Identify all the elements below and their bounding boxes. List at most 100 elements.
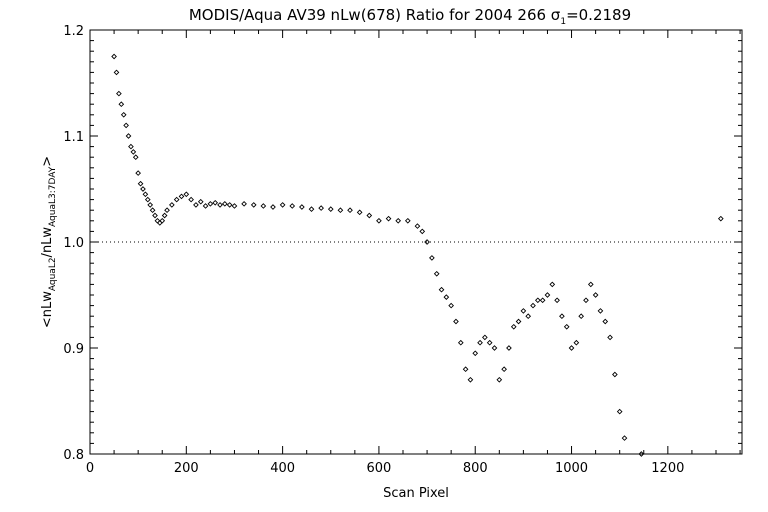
data-point [559, 313, 565, 320]
data-point [433, 270, 440, 277]
chart-title: MODIS/Aqua AV39 nLw(678) Ratio for 2004 … [189, 6, 631, 27]
data-point [140, 186, 146, 192]
x-tick-label: 1200 [651, 461, 684, 476]
data-point [462, 366, 469, 373]
data-point [443, 294, 450, 300]
data-point [207, 201, 214, 207]
data-point [178, 193, 185, 200]
data-point [429, 255, 435, 261]
y-axis-label: <nLwAquaL2/nLwAquaL3:7DAY> [40, 156, 58, 328]
data-point [279, 202, 286, 208]
data-point [520, 308, 527, 314]
data-point [544, 292, 551, 298]
data-point [250, 202, 257, 208]
data-point [419, 228, 426, 235]
data-point [135, 170, 141, 176]
x-tick-label: 1000 [555, 461, 588, 476]
data-point [270, 204, 276, 210]
data-point [161, 212, 168, 219]
chart-title-value: =0.2189 [566, 6, 631, 24]
y-tick-label: 1.1 [63, 130, 84, 145]
data-point [118, 101, 125, 108]
data-point [404, 217, 411, 224]
data-point [534, 297, 541, 304]
data-point [173, 196, 180, 203]
data-point [128, 143, 134, 150]
data-point [154, 217, 161, 224]
y-tick-label: 0.9 [63, 342, 84, 357]
data-point [563, 323, 570, 330]
data-point [188, 196, 194, 203]
data-point [506, 345, 512, 351]
data-point [202, 203, 209, 209]
data-point [597, 308, 604, 314]
data-point [448, 302, 454, 309]
data-point [539, 297, 546, 304]
data-point [125, 133, 132, 139]
data-point [554, 297, 560, 304]
data-point [578, 313, 585, 320]
data-point [164, 207, 170, 214]
plot-area-frame [89, 29, 743, 455]
data-point [607, 334, 613, 341]
data-point [592, 292, 599, 298]
data-points [111, 53, 724, 457]
data-point [337, 207, 344, 214]
data-point [438, 286, 445, 293]
data-point [347, 207, 353, 214]
data-point [144, 196, 151, 203]
x-tick-label: 400 [270, 461, 295, 476]
data-point [169, 202, 175, 208]
data-point [453, 318, 459, 325]
data-point [477, 339, 483, 346]
data-point [638, 451, 645, 457]
data-point [221, 201, 228, 207]
data-point [318, 205, 324, 211]
data-point [132, 154, 139, 161]
data-point [130, 149, 137, 155]
data-point [147, 202, 154, 208]
y-tick-label: 1.0 [63, 236, 84, 251]
data-point [583, 297, 589, 304]
data-point [113, 69, 120, 76]
data-point [212, 199, 219, 206]
y-axis-label-suffix: > [40, 156, 55, 167]
data-point [231, 203, 238, 209]
data-point [530, 302, 536, 309]
data-point [549, 281, 556, 288]
data-point [116, 90, 122, 97]
y-tick-label: 0.8 [63, 448, 84, 463]
x-tick-label: 200 [174, 461, 199, 476]
data-point [183, 191, 190, 198]
data-point [193, 202, 199, 208]
y-tick-label: 1.2 [63, 24, 84, 39]
data-point [496, 376, 503, 383]
data-point [152, 212, 158, 219]
data-point [299, 204, 305, 210]
data-point [308, 206, 315, 212]
data-point [217, 202, 223, 208]
data-point [111, 53, 117, 60]
data-point [491, 345, 498, 351]
data-point [137, 180, 144, 187]
data-point [241, 201, 247, 207]
data-point [226, 202, 233, 208]
x-tick-label: 800 [463, 461, 488, 476]
y-axis-label-sub2: AquaL3:7DAY [48, 166, 58, 227]
data-point [515, 318, 522, 325]
data-point [366, 212, 373, 219]
x-tick-label: 600 [367, 461, 392, 476]
data-point [573, 339, 580, 346]
chart-title-sigma-sub: 1 [560, 17, 566, 27]
data-point [159, 217, 166, 224]
data-point [587, 281, 594, 288]
x-axis: 0 200 400 600 800 1000 1200 [86, 30, 741, 476]
data-point [149, 207, 156, 214]
data-point [525, 313, 532, 320]
data-point [568, 345, 575, 351]
chart-title-text: MODIS/Aqua AV39 nLw(678) Ratio for 2004 … [189, 6, 561, 24]
x-tick-label: 0 [86, 461, 94, 476]
data-point [472, 350, 479, 357]
data-point [260, 203, 267, 209]
